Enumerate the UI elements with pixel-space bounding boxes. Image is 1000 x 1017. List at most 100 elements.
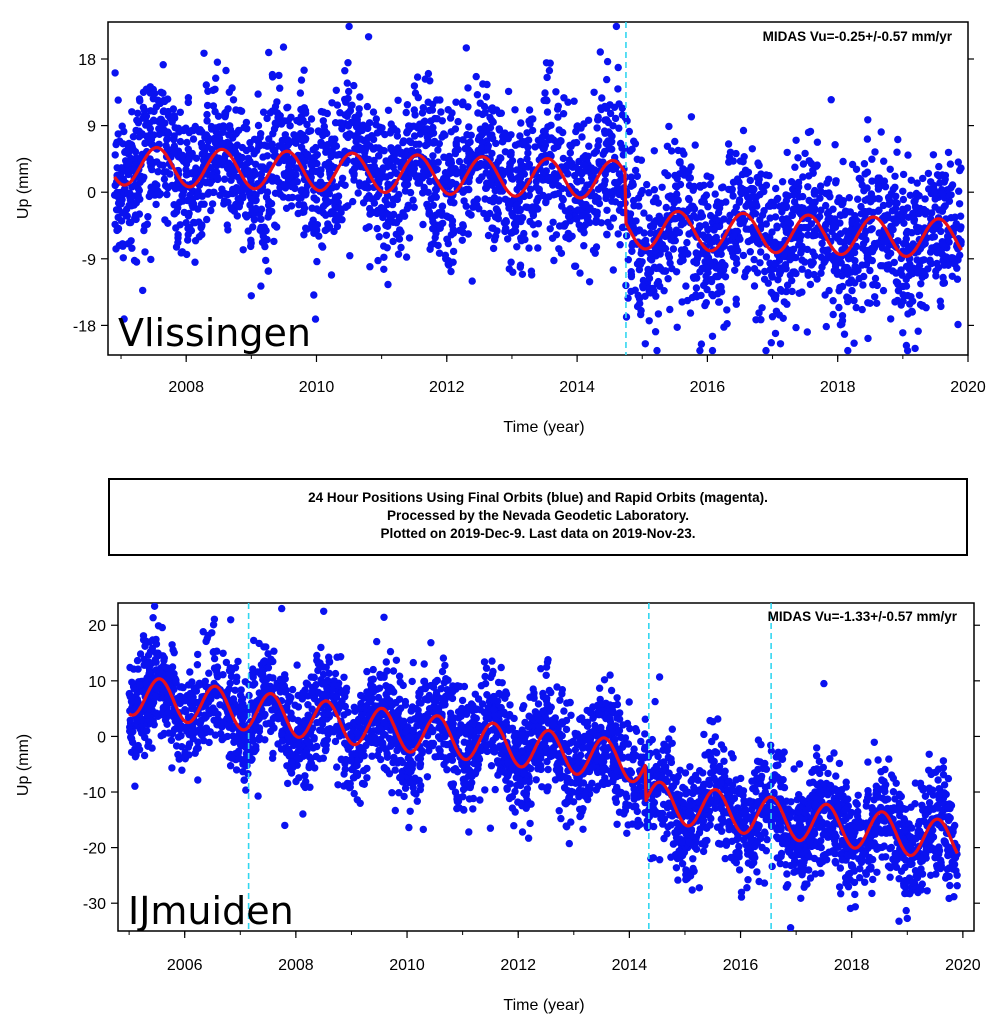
data-point bbox=[952, 867, 960, 875]
data-point bbox=[449, 247, 458, 256]
data-point bbox=[128, 108, 136, 116]
data-point bbox=[458, 236, 466, 244]
data-point bbox=[400, 792, 408, 801]
data-point bbox=[874, 174, 882, 182]
data-point bbox=[474, 109, 482, 117]
data-point bbox=[956, 212, 965, 220]
data-point bbox=[896, 211, 905, 219]
data-point bbox=[601, 177, 609, 185]
data-point bbox=[486, 209, 494, 218]
data-point bbox=[603, 57, 612, 66]
data-point bbox=[714, 208, 723, 217]
data-point bbox=[726, 211, 734, 219]
data-point bbox=[170, 149, 178, 157]
data-point bbox=[344, 94, 352, 103]
data-point bbox=[386, 129, 395, 137]
data-point bbox=[664, 171, 672, 180]
data-point bbox=[933, 259, 941, 268]
data-point bbox=[585, 205, 593, 214]
data-point bbox=[782, 196, 791, 205]
data-point bbox=[154, 190, 162, 198]
data-point bbox=[924, 169, 933, 178]
data-point bbox=[203, 110, 211, 119]
data-point-outlier bbox=[364, 33, 373, 41]
data-point bbox=[459, 188, 467, 196]
model-fit-layer bbox=[113, 145, 963, 258]
data-point bbox=[184, 94, 193, 102]
data-point bbox=[757, 248, 765, 256]
data-point bbox=[477, 143, 486, 152]
data-point bbox=[864, 334, 872, 343]
data-point bbox=[506, 160, 514, 169]
data-point bbox=[600, 676, 609, 684]
data-point bbox=[615, 206, 624, 214]
data-point bbox=[404, 201, 412, 209]
data-point bbox=[871, 293, 879, 301]
data-point bbox=[768, 313, 777, 321]
data-point bbox=[309, 146, 317, 154]
data-point bbox=[678, 298, 686, 306]
data-point bbox=[766, 214, 774, 222]
data-point bbox=[350, 164, 359, 173]
data-point bbox=[592, 218, 600, 226]
data-point bbox=[194, 776, 202, 784]
data-point bbox=[863, 184, 871, 192]
data-point bbox=[900, 292, 908, 300]
data-point bbox=[300, 66, 308, 74]
data-point bbox=[672, 214, 680, 223]
data-point bbox=[110, 191, 119, 199]
data-point bbox=[319, 117, 327, 125]
data-point bbox=[391, 168, 399, 176]
data-point bbox=[185, 128, 193, 137]
data-point bbox=[748, 200, 756, 208]
data-point bbox=[795, 760, 804, 768]
data-point bbox=[756, 259, 764, 267]
data-point bbox=[141, 139, 149, 148]
data-point bbox=[558, 222, 567, 230]
data-point bbox=[467, 150, 476, 158]
data-point bbox=[149, 116, 158, 124]
data-point bbox=[844, 265, 853, 274]
data-point bbox=[520, 192, 528, 201]
data-point bbox=[931, 195, 939, 203]
data-point bbox=[860, 160, 869, 168]
y-axis-label: Up (mm) bbox=[15, 157, 32, 219]
data-point bbox=[327, 208, 336, 216]
data-point bbox=[197, 139, 206, 148]
data-point bbox=[763, 835, 771, 844]
data-point bbox=[706, 240, 714, 248]
data-point bbox=[119, 254, 128, 262]
y-tick-label: -9 bbox=[82, 252, 96, 269]
data-point bbox=[704, 203, 712, 211]
data-point bbox=[366, 263, 374, 271]
data-point bbox=[434, 146, 442, 154]
data-point bbox=[932, 870, 940, 878]
data-point bbox=[310, 291, 318, 299]
data-point bbox=[874, 194, 883, 203]
data-point bbox=[661, 244, 670, 253]
data-point bbox=[720, 323, 728, 331]
data-point bbox=[700, 193, 708, 202]
data-point bbox=[908, 229, 916, 237]
data-point bbox=[507, 258, 515, 266]
data-point bbox=[581, 221, 590, 229]
data-point-outlier bbox=[899, 329, 907, 337]
data-point bbox=[737, 188, 745, 197]
data-point bbox=[881, 183, 890, 191]
x-tick-label: 2016 bbox=[690, 379, 726, 396]
data-point bbox=[437, 108, 445, 116]
data-point bbox=[868, 177, 876, 185]
data-point bbox=[320, 127, 329, 135]
data-point bbox=[554, 182, 563, 190]
data-point bbox=[123, 167, 131, 176]
data-point bbox=[847, 276, 856, 284]
data-point bbox=[906, 300, 914, 308]
data-point bbox=[565, 161, 573, 170]
data-point bbox=[531, 230, 539, 238]
data-point bbox=[812, 752, 821, 760]
data-point bbox=[891, 298, 899, 306]
data-point bbox=[956, 251, 964, 259]
data-point bbox=[631, 140, 640, 148]
data-point bbox=[679, 165, 687, 173]
